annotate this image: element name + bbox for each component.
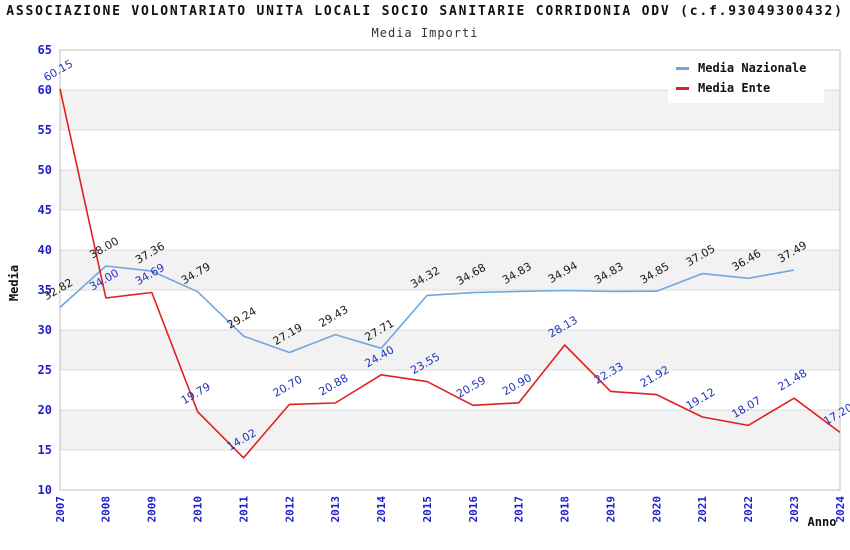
y-tick-label: 60 [38,83,52,97]
legend-item-media-nazionale: Media Nazionale [676,58,824,78]
x-tick-label: 2007 [54,496,67,523]
series-line-media-nazionale [59,265,795,354]
y-axis-title: Media [7,264,21,302]
x-tick-label: 2020 [650,496,663,523]
media-nazionale-line-swatch [676,66,689,70]
x-tick-label: 2008 [100,496,113,523]
media-ente-line-swatch [676,86,689,90]
legend-item-media-ente: Media Ente [676,78,824,98]
x-tick-label: 2011 [237,496,250,523]
x-tick-label: 2021 [696,496,709,523]
x-tick-label: 2015 [421,496,434,523]
alternating-band [60,170,840,210]
x-tick-label: 2017 [513,496,526,523]
y-tick-label: 25 [38,363,52,377]
x-tick-label: 2010 [191,496,204,523]
alternating-band [60,410,840,450]
y-tick-label: 55 [38,123,52,137]
y-tick-label: 30 [38,323,52,337]
alternating-band [60,250,840,290]
legend: Media Nazionale Media Ente [668,53,824,103]
x-axis-title: Anno [807,515,837,529]
x-tick-label: 2009 [146,496,159,523]
x-tick-label: 2018 [559,496,572,523]
y-tick-label: 20 [38,403,52,417]
x-tick-label: 2023 [788,496,801,523]
y-tick-label: 45 [38,203,52,217]
x-tick-label: 2016 [467,496,480,523]
x-tick-label: 2022 [742,496,755,523]
x-tick-label: 2012 [283,496,296,523]
y-tick-label: 65 [38,43,52,57]
y-tick-label: 35 [38,283,52,297]
chart-subtitle: Media Importi [371,26,479,40]
legend-label-media-ente: Media Ente [698,81,771,95]
alternating-band [60,330,840,370]
legend-label-media-nazionale: Media Nazionale [698,61,807,75]
series-line-media-ente [59,88,841,459]
y-tick-label: 50 [38,163,52,177]
y-tick-label: 10 [38,483,52,497]
x-tick-label: 2024 [834,496,847,523]
x-tick-label: 2014 [375,496,388,523]
plot-border [59,49,841,491]
chart-title: ASSOCIAZIONE VOLONTARIATO UNITA LOCALI S… [6,4,844,19]
y-tick-label: 15 [38,443,52,457]
y-tick-label: 40 [38,243,52,257]
x-tick-label: 2019 [604,496,617,523]
x-tick-label: 2013 [329,496,342,523]
